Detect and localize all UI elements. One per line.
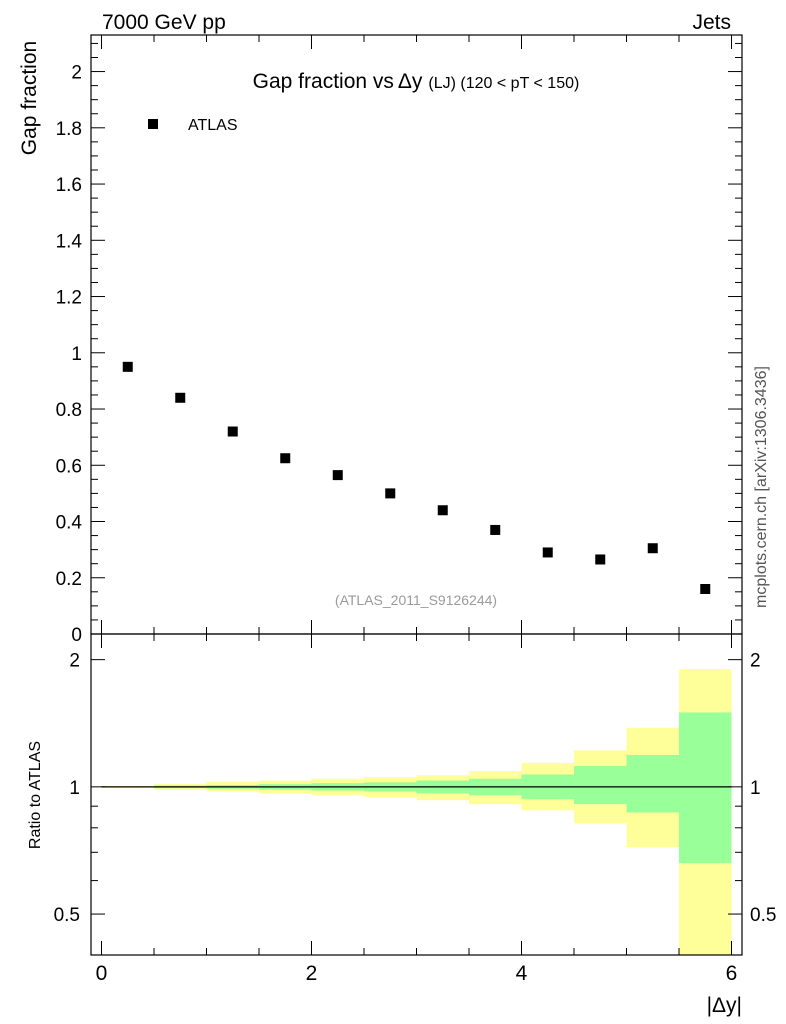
- top-ytick-label: 1.6: [56, 175, 82, 196]
- bottom-ytick-label-right: 2: [750, 651, 761, 672]
- xtick-label: 2: [306, 962, 318, 985]
- bottom-ytick-label: 1: [69, 778, 80, 799]
- top-ytick-label: 0.2: [56, 569, 82, 590]
- title-main: Gap fraction vs: [253, 70, 394, 93]
- data-point: [175, 392, 186, 403]
- data-point: [490, 524, 501, 535]
- bottom-ytick-label: 0.5: [54, 905, 80, 926]
- legend-label-atlas: ATLAS: [188, 117, 238, 134]
- data-point: [700, 584, 711, 595]
- bottom-ytick-label-right: 1: [750, 778, 761, 799]
- bottom-ytick-label: 2: [69, 651, 80, 672]
- top-ytick-label: 0.8: [56, 400, 82, 421]
- top-panel: 0 0.2 0.4 0.6 0.8 1 1.2 1.4 1.6 1.8 2: [56, 34, 743, 646]
- top-ytick-label: 1.4: [56, 231, 83, 252]
- band-1-bin-11: [679, 712, 732, 864]
- watermark: (ATLAS_2011_S9126244): [335, 592, 497, 608]
- bottom-xlabel: |Δy|: [707, 994, 742, 1017]
- bottom-ytick-label-right: 0.5: [750, 905, 776, 926]
- xtick-label: 6: [726, 962, 738, 985]
- title-symbol: Δy: [398, 70, 423, 93]
- top-ytick-label: 0.6: [56, 456, 82, 477]
- data-point: [647, 543, 658, 554]
- data-point: [542, 547, 553, 558]
- data-point: [332, 470, 343, 481]
- header-left: 7000 GeV pp: [102, 11, 226, 34]
- top-ytick-label: 0: [71, 625, 82, 646]
- top-ytick-label: 1.8: [56, 119, 82, 140]
- band-1-bin-9: [574, 766, 627, 805]
- header-right: Jets: [692, 11, 731, 34]
- side-label: mcplots.cern.ch [arXiv:1306.3436]: [753, 366, 770, 608]
- top-ylabel: Gap fraction: [18, 41, 41, 155]
- data-point: [595, 554, 606, 565]
- band-1-bin-10: [626, 754, 679, 813]
- xtick-label: 4: [516, 962, 528, 985]
- data-point: [280, 453, 291, 464]
- legend-marker-atlas: [148, 119, 158, 129]
- title-tail: (LJ) (120 < pT < 150): [428, 75, 579, 92]
- bottom-ylabel: Ratio to ATLAS: [27, 741, 44, 849]
- top-ytick-label: 1: [71, 344, 82, 365]
- top-ytick-label: 0.4: [56, 513, 83, 534]
- data-point: [227, 426, 238, 437]
- data-point: [437, 505, 448, 516]
- xtick-label: 0: [96, 962, 108, 985]
- chart-title: Gap fraction vs Δy (LJ) (120 < pT < 150): [253, 70, 580, 93]
- bottom-panel: 0 2 4 6 0.5 0.5 1 1 2 2: [54, 633, 776, 985]
- top-ytick-label: 1.2: [56, 288, 82, 309]
- data-point: [385, 488, 396, 499]
- top-ytick-label: 2: [71, 63, 82, 84]
- data-point: [122, 361, 133, 372]
